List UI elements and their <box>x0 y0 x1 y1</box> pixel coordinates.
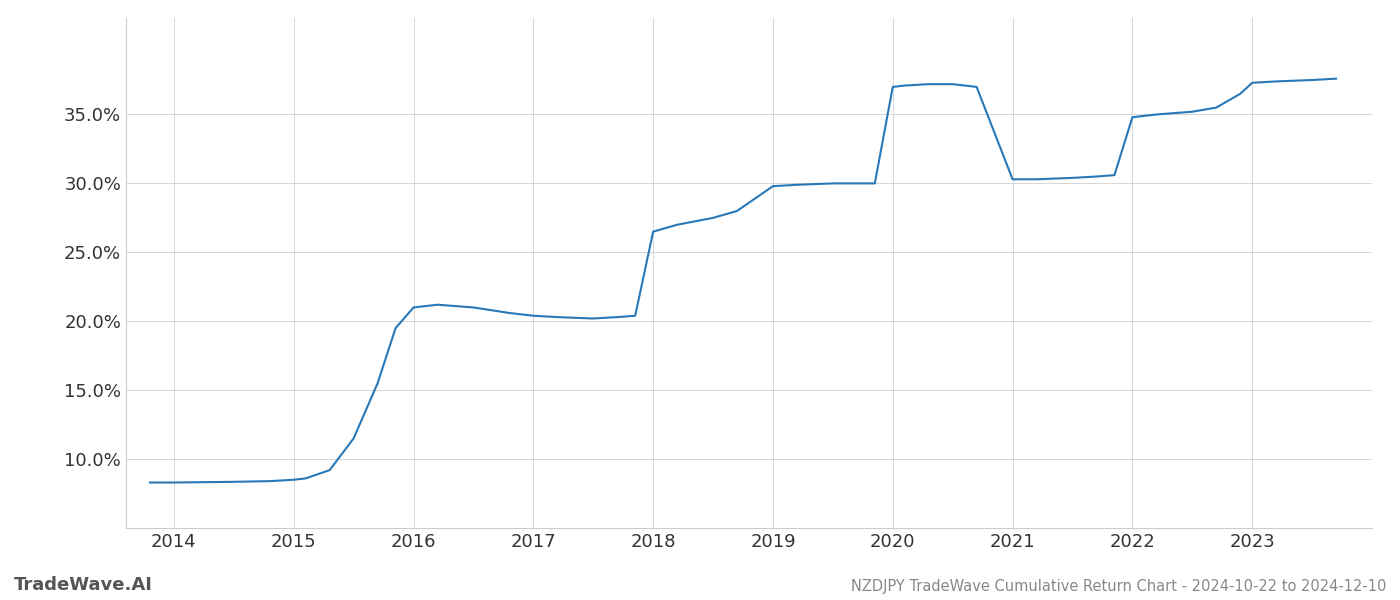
Text: TradeWave.AI: TradeWave.AI <box>14 576 153 594</box>
Text: NZDJPY TradeWave Cumulative Return Chart - 2024-10-22 to 2024-12-10: NZDJPY TradeWave Cumulative Return Chart… <box>851 579 1386 594</box>
